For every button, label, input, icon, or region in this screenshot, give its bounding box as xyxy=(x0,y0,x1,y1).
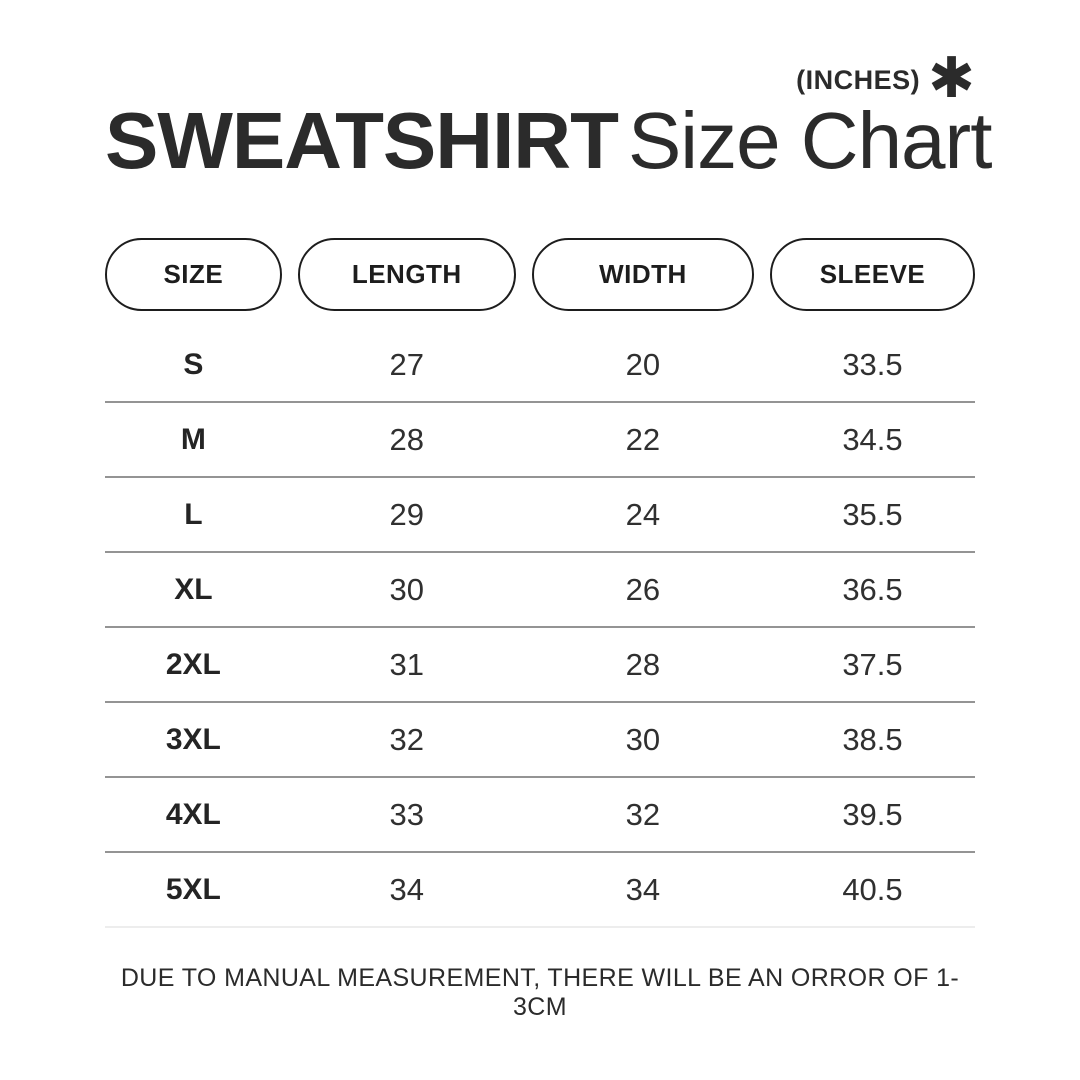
sleeve-cell: 38.5 xyxy=(842,721,903,757)
sleeve-cell: 37.5 xyxy=(842,646,903,682)
width-cell: 20 xyxy=(625,346,661,382)
size-table: S 27 20 33.5 M 28 22 34.5 L 29 24 35.5 X… xyxy=(105,328,975,929)
width-cell: 34 xyxy=(625,871,661,907)
width-cell: 32 xyxy=(625,796,661,832)
size-cell: 2XL xyxy=(165,647,221,681)
width-cell: 30 xyxy=(625,721,661,757)
page-title-suffix: Size Chart xyxy=(627,96,992,185)
measurement-note: DUE TO MANUAL MEASUREMENT, THERE WILL BE… xyxy=(120,964,960,1022)
size-cell: S xyxy=(183,347,204,381)
width-cell: 24 xyxy=(625,496,661,532)
table-row: 5XL 34 34 40.5 xyxy=(105,853,975,929)
length-cell: 34 xyxy=(389,871,425,907)
table-row: 3XL 32 30 38.5 xyxy=(105,703,975,779)
units-label: (INCHES) xyxy=(796,65,921,95)
sleeve-cell: 33.5 xyxy=(842,346,903,382)
width-cell: 22 xyxy=(625,421,661,457)
length-cell: 33 xyxy=(389,796,425,832)
width-cell: 26 xyxy=(625,571,661,607)
size-cell: M xyxy=(180,422,206,456)
length-cell: 30 xyxy=(389,571,425,607)
table-row: 4XL 33 32 39.5 xyxy=(105,778,975,854)
sleeve-cell: 39.5 xyxy=(842,796,903,832)
page-title: SWEATSHIRT Size Chart xyxy=(105,96,992,185)
asterisk-icon: ✱ xyxy=(928,46,975,109)
table-row: L 29 24 35.5 xyxy=(105,478,975,554)
sleeve-cell: 35.5 xyxy=(842,496,903,532)
width-cell: 28 xyxy=(625,646,661,682)
table-row: XL 30 26 36.5 xyxy=(105,553,975,629)
length-cell: 32 xyxy=(389,721,425,757)
table-row: S 27 20 33.5 xyxy=(105,328,975,404)
length-cell: 28 xyxy=(389,421,425,457)
column-header-length: LENGTH xyxy=(297,238,516,312)
page-title-product: SWEATSHIRT xyxy=(105,96,619,185)
sleeve-cell: 36.5 xyxy=(842,571,903,607)
length-cell: 29 xyxy=(389,496,425,532)
size-cell: 4XL xyxy=(165,797,221,831)
units-annotation: (INCHES) ✱ xyxy=(105,46,975,109)
table-row: 2XL 31 28 37.5 xyxy=(105,628,975,704)
size-cell: XL xyxy=(174,572,213,606)
table-row: M 28 22 34.5 xyxy=(105,403,975,479)
length-cell: 31 xyxy=(389,646,425,682)
size-cell: L xyxy=(184,497,203,531)
sleeve-cell: 40.5 xyxy=(842,871,903,907)
length-cell: 27 xyxy=(389,346,425,382)
column-header-width: WIDTH xyxy=(531,238,754,312)
column-header-sleeve: SLEEVE xyxy=(770,238,975,312)
size-cell: 3XL xyxy=(165,722,221,756)
sleeve-cell: 34.5 xyxy=(842,421,903,457)
table-header-row: SIZE LENGTH WIDTH SLEEVE xyxy=(105,238,975,312)
column-header-size: SIZE xyxy=(105,238,282,312)
size-cell: 5XL xyxy=(165,872,221,906)
